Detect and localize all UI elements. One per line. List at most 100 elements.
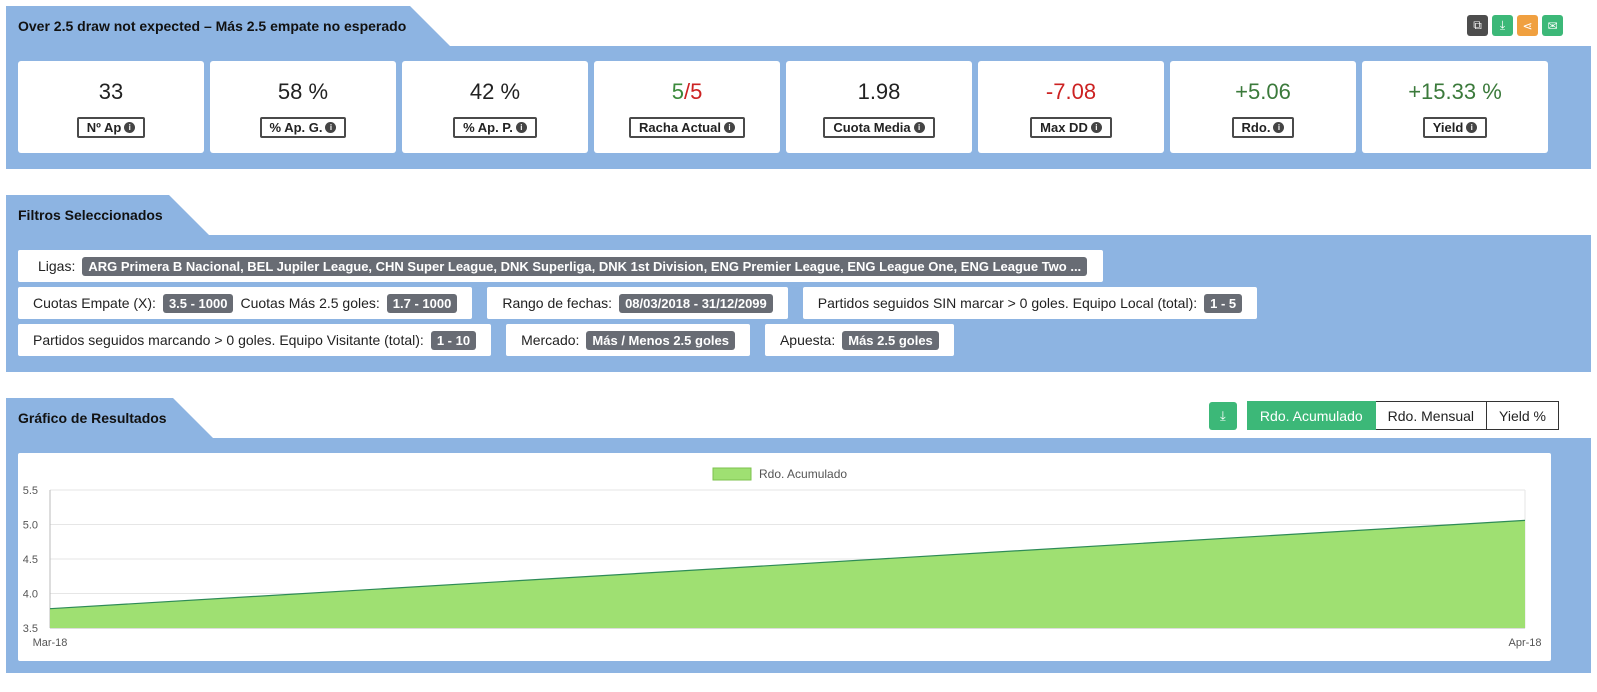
filter-mercado: Mercado: Más / Menos 2.5 goles [506,324,750,356]
filter-badge: ARG Primera B Nacional, BEL Jupiler Leag… [82,256,1088,276]
racha-sep: / [683,79,691,104]
stat-label-text: % Ap. P. [463,120,513,135]
stat-value: 33 [98,79,124,104]
filter-apuesta: Apuesta: Más 2.5 goles [764,324,954,356]
chart-download-button[interactable]: ⤓ [1208,401,1237,430]
filters-title-text: Filtros Seleccionados [18,207,163,223]
stat-label[interactable]: Cuota Media i [823,117,935,138]
filter-rango: Rango de fechas: 08/03/2018 - 31/12/2099 [487,287,788,319]
legend-swatch [712,467,752,481]
filter-label: Cuotas Más 2.5 goles: [240,295,380,311]
filter-label: Apuesta: [779,332,836,348]
chart-title-text: Gráfico de Resultados [18,410,167,426]
stat-card-ap-p: 42 % % Ap. P. i [402,61,588,153]
filter-badge: 1.7 - 1000 [386,293,458,313]
filters-title: Filtros Seleccionados [6,195,209,235]
rdo-mensual-button[interactable]: Rdo. Mensual [1375,401,1488,430]
filter-badge: Más 2.5 goles [842,330,939,350]
stat-label[interactable]: % Ap. G. i [259,117,347,138]
email-icon[interactable]: ✉ [1542,15,1563,36]
stat-card-yield: +15.33 % Yield i [1362,61,1548,153]
y-tick-label: 4.0 [23,589,38,601]
yield-button[interactable]: Yield % [1487,401,1559,430]
info-icon[interactable]: i [913,122,925,133]
stat-label-text: Racha Actual [639,120,721,135]
filter-label: Ligas: [38,258,76,274]
info-icon[interactable]: i [325,122,337,133]
filter-label: Mercado: [521,332,580,348]
filter-badge: 3.5 - 1000 [162,293,234,313]
filter-badge: 08/03/2018 - 31/12/2099 [619,293,773,313]
download-icon[interactable]: ⤓ [1492,15,1513,36]
stat-card-racha: 5/5 Racha Actual i [594,61,780,153]
chart-controls: ⤓ Rdo. Acumulado Rdo. Mensual Yield % [1208,401,1559,430]
stat-label[interactable]: Max DD i [1030,117,1112,138]
chart-mode-toggle: Rdo. Acumulado Rdo. Mensual Yield % [1246,401,1559,430]
stat-card-rdo: +5.06 Rdo. i [1170,61,1356,153]
stat-label-text: Cuota Media [833,120,911,135]
stat-value: 58 % [277,79,329,104]
series-area [50,520,1525,628]
chart-title: Gráfico de Resultados [6,398,213,438]
stats-row: 33 Nº Ap i 58 % % Ap. G. i 42 % % Ap. P. i … [18,61,1548,153]
filter-row: Cuotas Empate (X): 3.5 - 1000 Cuotas Más… [18,287,1258,319]
stat-value: 42 % [469,79,521,104]
series-line [49,519,1526,610]
stat-label-text: Nº Ap [86,120,122,135]
stat-card-ap-g: 58 % % Ap. G. i [210,61,396,153]
page-title-text: Over 2.5 draw not expected – Más 2.5 emp… [18,18,407,34]
filter-ligas: Ligas: ARG Primera B Nacional, BEL Jupil… [18,250,1104,282]
info-icon[interactable]: i [124,122,136,133]
info-icon[interactable]: i [515,122,527,133]
racha-value-a: 5 [671,79,684,104]
info-icon[interactable]: i [1090,122,1102,133]
racha-value-b: 5 [690,79,703,104]
filter-label: Rango de fechas: [502,295,613,311]
stat-label[interactable]: Racha Actual i [629,117,745,138]
legend-label: Rdo. Acumulado [759,467,847,481]
stat-value: +15.33 % [1408,79,1502,104]
filter-row: Partidos seguidos marcando > 0 goles. Eq… [18,324,954,356]
page-title: Over 2.5 draw not expected – Más 2.5 emp… [6,6,450,46]
y-tick-label: 5.0 [23,520,38,532]
y-tick-label: 3.5 [23,623,38,635]
stat-value: 1.98 [857,79,901,104]
filter-badge: 1 - 5 [1204,293,1243,313]
stat-card-ap: 33 Nº Ap i [18,61,204,153]
filter-row: Ligas: ARG Primera B Nacional, BEL Jupil… [18,250,1104,282]
info-icon[interactable]: i [1273,122,1285,133]
stat-label[interactable]: Yield i [1422,117,1488,138]
filter-cuotas: Cuotas Empate (X): 3.5 - 1000 Cuotas Más… [18,287,473,319]
chart-container: 5.5 5.0 4.5 4.0 3.5 Mar-18 Apr-18 Rdo. Acumulad… [18,453,1551,661]
stat-label[interactable]: Rdo. i [1231,117,1295,138]
stat-value: -7.08 [1045,79,1097,104]
filter-badge: 1 - 10 [430,330,477,350]
share-icon[interactable]: ⋖ [1517,15,1538,36]
stat-label-text: % Ap. G. [269,120,323,135]
y-tick-label: 5.5 [23,485,38,497]
info-icon[interactable]: i [723,122,735,133]
stat-label[interactable]: % Ap. P. i [453,117,537,138]
chart-svg: 5.5 5.0 4.5 4.0 3.5 Mar-18 Apr-18 Rdo. Acumulad… [23,467,1542,649]
download-icon: ⤓ [1220,407,1226,423]
stat-card-maxdd: -7.08 Max DD i [978,61,1164,153]
stat-value: +5.06 [1235,79,1291,104]
x-tick-label: Mar-18 [33,637,68,649]
copy-icon[interactable]: ⧉ [1467,15,1488,36]
stat-card-cuota: 1.98 Cuota Media i [786,61,972,153]
stat-value: 5/5 [672,79,703,105]
y-tick-label: 4.5 [23,554,38,566]
stat-label-text: Yield [1432,120,1464,135]
filter-badge: Más / Menos 2.5 goles [586,330,735,350]
filter-label: Partidos seguidos SIN marcar > 0 goles. … [817,295,1198,311]
filter-label: Cuotas Empate (X): [33,295,156,311]
info-icon[interactable]: i [1466,122,1478,133]
stat-label-text: Max DD [1040,120,1088,135]
filter-sin-marcar: Partidos seguidos SIN marcar > 0 goles. … [802,287,1258,319]
stat-label-text: Rdo. [1241,120,1271,135]
filter-label: Partidos seguidos marcando > 0 goles. Eq… [33,332,424,348]
x-tick-label: Apr-18 [1508,637,1541,649]
header-actions: ⧉ ⤓ ⋖ ✉ [1467,15,1563,36]
rdo-acumulado-button[interactable]: Rdo. Acumulado [1246,401,1376,430]
stat-label[interactable]: Nº Ap i [76,117,146,138]
